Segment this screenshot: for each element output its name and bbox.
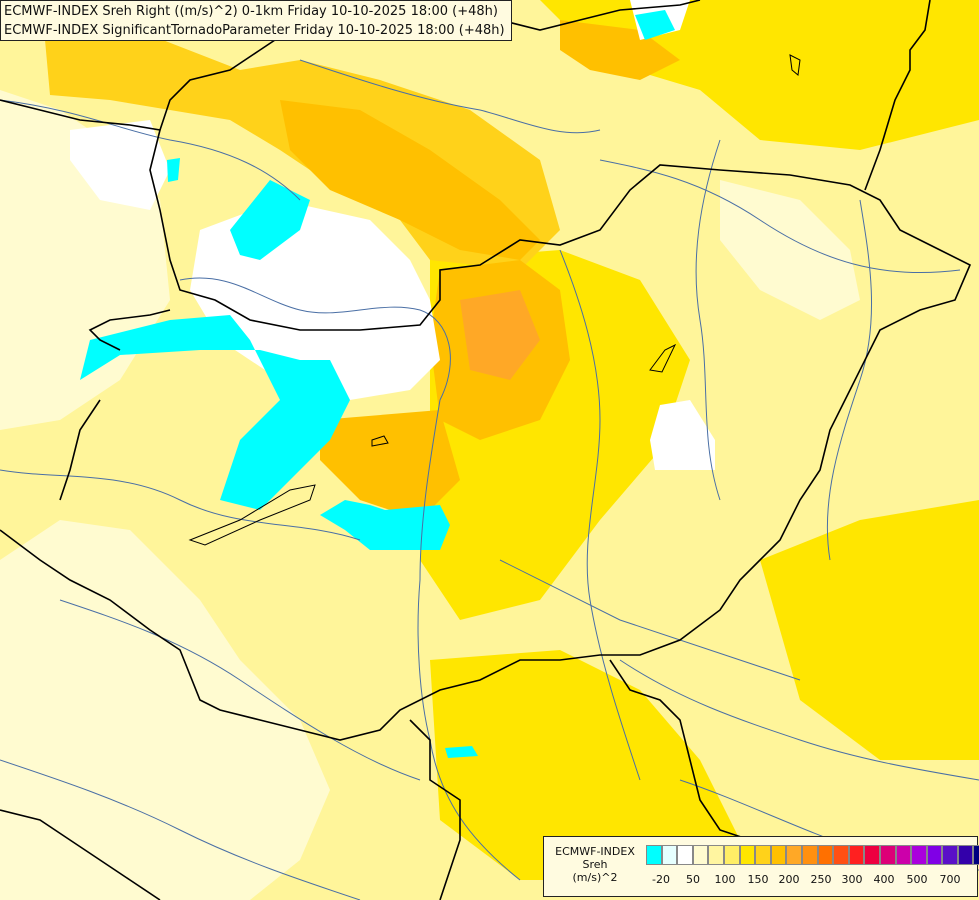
legend-tick-label: 400 [873,873,895,886]
field-deeporange-center [460,290,540,380]
field-cyan-spot [445,746,478,758]
legend-swatch [895,845,912,865]
field-cyan-northwest [230,180,310,260]
legend-tick-label: -20 [652,873,670,886]
field-gold-southeast [760,500,979,760]
title-line-1: ECMWF-INDEX Sreh Right ((m/s)^2) 0-1km F… [4,4,498,19]
legend-swatch [786,845,802,865]
legend-tick-label: 300 [841,873,863,886]
legend-swatch [864,845,880,865]
legend-swatch [677,845,693,865]
legend-swatch [692,845,709,865]
legend-swatch [817,845,834,865]
legend-tick-label: 700 [939,873,961,886]
title-line-2: ECMWF-INDEX SignificantTornadoParameter … [4,23,505,38]
legend-tick-label: 100 [714,873,736,886]
field-pale-southwest [0,520,330,900]
field-cyan-west [80,315,350,510]
lakes [188,54,801,546]
field-gold-south [430,650,740,880]
field-cyan-small [167,158,180,182]
field-pale-east [720,180,860,320]
legend-swatch [770,845,787,865]
legend-tick-label: 250 [810,873,832,886]
field-cyan-north [635,10,675,40]
field-white-pocket [650,400,715,470]
field-white-northwest [70,120,170,210]
legend-ticks: -20 50 100 150 200 250 300 400 500 700 [646,873,976,889]
legend-swatch [708,845,724,865]
legend-swatch [739,845,756,865]
legend-swatch [723,845,740,865]
legend-swatch [879,845,896,865]
legend-swatch [833,845,849,865]
rivers [0,59,979,900]
legend-swatch [848,845,865,865]
legend-tick-label: 150 [747,873,769,886]
field-orange-northeast [560,20,680,80]
legend-swatches [646,845,979,865]
map-title-box: ECMWF-INDEX Sreh Right ((m/s)^2) 0-1km F… [0,0,512,41]
legend-swatch [957,845,974,865]
legend-tick-label: 200 [778,873,800,886]
legend-tick-label: 50 [686,873,700,886]
legend-swatch [801,845,818,865]
legend-swatch [646,845,662,865]
legend-title-line-2: Sreh [582,858,608,871]
legend-swatch [755,845,771,865]
legend-swatch [661,845,678,865]
field-orange-west [320,410,460,520]
legend-swatch [926,845,943,865]
legend-swatch [942,845,958,865]
legend-title-line-3: (m/s)^2 [572,871,618,884]
field-cyan-south [320,500,450,550]
legend-swatch [973,845,979,865]
legend-swatch [911,845,927,865]
legend-title: ECMWF-INDEX Sreh (m/s)^2 [546,845,644,884]
legend-title-line-1: ECMWF-INDEX [555,845,635,858]
field-gold-north [40,0,979,150]
legend-tick-label: 500 [906,873,928,886]
field-orange-north [280,100,540,260]
color-legend: ECMWF-INDEX Sreh (m/s)^2 -20 50 100 150 200 2… [543,836,979,897]
